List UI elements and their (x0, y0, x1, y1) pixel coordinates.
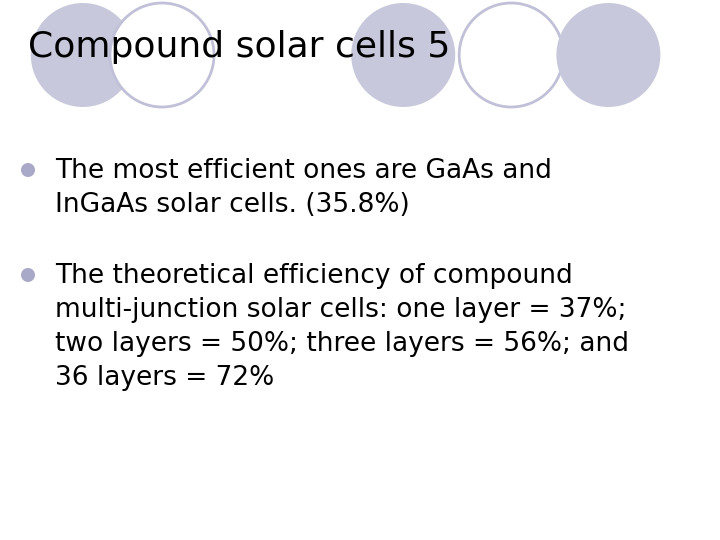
Text: The theoretical efficiency of compound: The theoretical efficiency of compound (55, 263, 572, 289)
Ellipse shape (110, 3, 214, 107)
Ellipse shape (459, 3, 563, 107)
Text: two layers = 50%; three layers = 56%; and: two layers = 50%; three layers = 56%; an… (55, 331, 629, 357)
Ellipse shape (21, 163, 35, 177)
Text: multi-junction solar cells: one layer = 37%;: multi-junction solar cells: one layer = … (55, 297, 626, 323)
Ellipse shape (557, 3, 660, 107)
Ellipse shape (351, 3, 455, 107)
Text: Compound solar cells 5: Compound solar cells 5 (28, 30, 451, 64)
Ellipse shape (31, 3, 135, 107)
Ellipse shape (21, 268, 35, 282)
Text: The most efficient ones are GaAs and: The most efficient ones are GaAs and (55, 158, 552, 184)
Text: 36 layers = 72%: 36 layers = 72% (55, 365, 274, 391)
Text: InGaAs solar cells. (35.8%): InGaAs solar cells. (35.8%) (55, 192, 410, 218)
